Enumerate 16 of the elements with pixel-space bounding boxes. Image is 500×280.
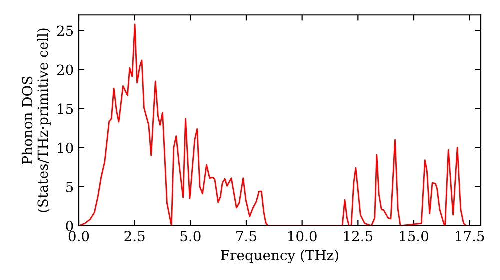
x-tick-label: 7.5 [236, 231, 256, 242]
y-axis-title: Phonon DOS (States/THz·primitive cell) [22, 28, 51, 212]
x-tick-label: 5.0 [180, 231, 201, 242]
x-axis-title: Frequency (THz) [221, 250, 338, 264]
y-tick-label: 15 [58, 104, 74, 114]
y-tick-label: 5 [66, 182, 74, 192]
y-tick-label: 20 [57, 64, 74, 76]
y-tick-label: 25 [57, 26, 74, 36]
x-tick-label: 17.5 [456, 231, 484, 242]
x-tick-label: 0.0 [68, 231, 90, 242]
x-tick-label: 12.5 [344, 231, 373, 242]
y-tick-label: 0 [66, 220, 74, 232]
x-tick-label: 2.5 [124, 231, 145, 242]
x-tick-label: 15.0 [400, 231, 429, 242]
y-tick-label: 10 [58, 142, 74, 154]
x-tick-label: 10.0 [288, 231, 317, 242]
